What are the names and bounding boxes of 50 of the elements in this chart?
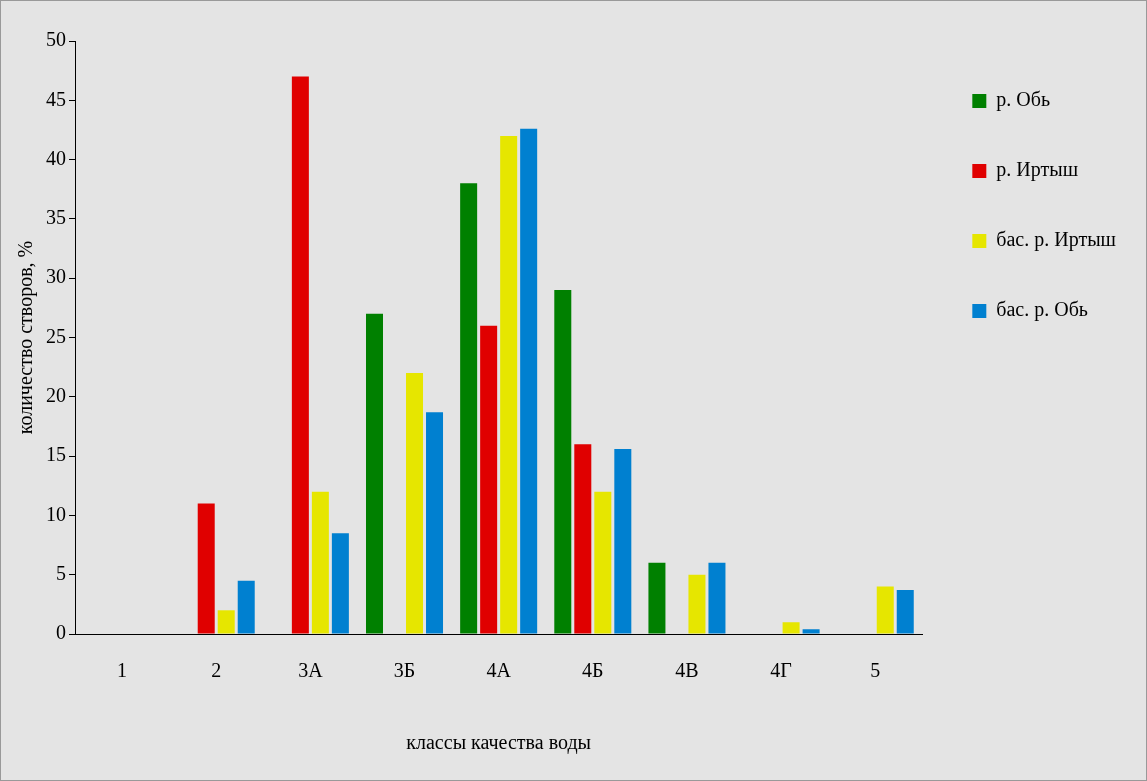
y-tick-label: 15 — [46, 443, 66, 466]
x-tick-label: 2 — [211, 659, 222, 682]
bar — [688, 574, 706, 634]
bar — [366, 313, 383, 634]
bar — [648, 562, 666, 634]
y-tick-label: 45 — [46, 87, 66, 110]
bar — [480, 325, 498, 634]
bar — [594, 491, 612, 634]
bar — [554, 290, 572, 634]
legend-label: р. Обь — [996, 88, 1051, 112]
x-tick-label: 4Г — [770, 659, 792, 682]
x-tick-label: 3А — [298, 659, 324, 682]
bar — [460, 183, 478, 634]
x-tick-label: 4Б — [582, 659, 604, 682]
bar — [876, 586, 894, 634]
bar — [426, 412, 444, 634]
x-axis-title: классы качества воды — [406, 731, 592, 755]
bar — [500, 135, 518, 634]
bar — [708, 562, 726, 634]
x-tick-label: 4А — [486, 659, 512, 682]
y-tick-label: 35 — [46, 206, 66, 229]
x-tick-label: 3Б — [393, 659, 416, 682]
legend-label: бас. р. Иртыш — [996, 228, 1117, 252]
y-tick-label: 20 — [46, 384, 66, 407]
bar — [782, 622, 800, 634]
bar — [406, 373, 424, 634]
y-tick-label: 40 — [46, 146, 66, 169]
bar — [896, 590, 914, 634]
y-tick-label: 0 — [56, 621, 66, 644]
y-tick-label: 30 — [46, 265, 66, 288]
bar — [802, 629, 820, 634]
x-tick-label: 5 — [870, 659, 881, 682]
y-tick-label: 25 — [46, 324, 66, 347]
bar — [331, 533, 349, 634]
y-tick-label: 5 — [56, 561, 66, 584]
bar — [197, 503, 215, 634]
bar — [217, 610, 235, 634]
bar — [311, 491, 329, 634]
legend-label: р. Иртыш — [996, 158, 1079, 182]
y-tick-label: 50 — [46, 28, 66, 51]
legend-label: бас. р. Обь — [996, 298, 1088, 322]
bar — [237, 580, 255, 634]
y-tick-label: 10 — [46, 502, 66, 525]
bar — [520, 128, 538, 634]
y-axis-title: количество створов, % — [14, 240, 38, 435]
bar — [574, 444, 592, 634]
x-tick-label: 1 — [117, 659, 128, 682]
bar — [291, 76, 309, 634]
x-tick-label: 4В — [675, 659, 699, 682]
bar — [614, 448, 632, 634]
